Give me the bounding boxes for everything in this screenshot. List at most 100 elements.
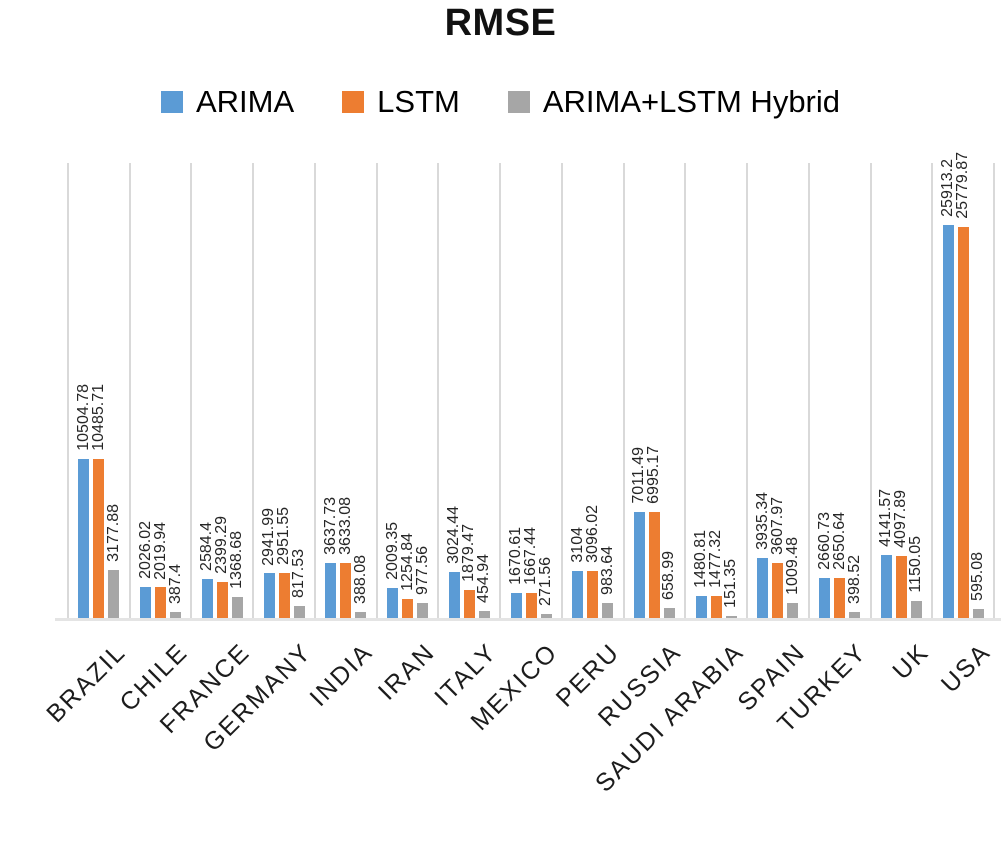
category-cell-italy: 3024.44 1879.47 454.94 <box>437 163 499 618</box>
bar-slot-lstm: 1667.44 <box>522 163 539 618</box>
legend-item-arima: ARIMA <box>160 84 295 120</box>
category-cell-turkey: 2660.73 2650.64 398.52 <box>807 163 870 618</box>
bar-slot-arima: 3637.73 <box>322 163 339 618</box>
bar-slot-hybrid: 271.56 <box>537 163 554 618</box>
bar-slot-arima: 3024.44 <box>445 163 462 618</box>
bar-group: 7011.49 6995.17 658.99 <box>625 163 685 618</box>
bar-group: 1480.81 1477.32 151.35 <box>686 163 746 618</box>
legend-item-lstm: LSTM <box>342 84 460 120</box>
bar-value-label: 151.35 <box>722 558 740 608</box>
bar-value-label: 387.4 <box>166 564 184 605</box>
category-cell-brazil: 10504.78 10485.71 3177.88 <box>67 163 129 618</box>
bar-arima-uk <box>880 555 892 618</box>
bar-lstm-india <box>340 562 352 618</box>
bar-slot-arima: 2584.4 <box>198 163 215 618</box>
x-tick-label-brazil: BRAZIL <box>41 638 132 729</box>
bar-lstm-uk <box>895 555 907 618</box>
bar-arima-saudi-arabia <box>695 595 707 618</box>
bar-slot-hybrid: 3177.88 <box>105 163 122 618</box>
bar-arima-usa <box>942 225 954 618</box>
bar-value-label: 25779.87 <box>954 152 972 219</box>
bar-arima-france <box>201 578 213 618</box>
bar-lstm-mexico <box>525 592 537 618</box>
category-cell-india: 3637.73 3633.08 388.08 <box>313 163 376 618</box>
x-tick-label-spain: SPAIN <box>732 638 811 717</box>
bar-hybrid-spain <box>787 602 799 618</box>
bar-arima-spain <box>757 558 769 618</box>
bar-hybrid-france <box>231 597 243 618</box>
bar-group: 3637.73 3633.08 388.08 <box>316 163 376 618</box>
bar-arima-iran <box>387 587 399 618</box>
category-cell-iran: 2009.35 1254.84 977.56 <box>375 163 438 618</box>
bar-group: 3024.44 1879.47 454.94 <box>439 163 499 618</box>
bar-slot-lstm: 2650.64 <box>831 163 848 618</box>
bar-group: 1670.61 1667.44 271.56 <box>501 163 561 618</box>
bar-slot-lstm: 6995.17 <box>645 163 662 618</box>
bar-slot-hybrid: 658.99 <box>660 163 677 618</box>
bar-slot-arima: 1480.81 <box>692 163 709 618</box>
bar-group: 3104 3096.02 983.64 <box>563 163 623 618</box>
bar-slot-hybrid: 454.94 <box>475 163 492 618</box>
bar-value-label: 388.08 <box>351 555 369 605</box>
bar-group: 2026.02 2019.94 387.4 <box>131 163 191 618</box>
bar-lstm-chile <box>155 587 167 618</box>
bar-arima-turkey <box>819 577 831 618</box>
bar-slot-lstm: 10485.71 <box>90 163 107 618</box>
bar-value-label: 595.08 <box>969 552 987 601</box>
category-cell-mexico: 1670.61 1667.44 271.56 <box>499 163 561 618</box>
bar-slot-lstm: 1477.32 <box>707 163 724 618</box>
x-tick-label-france: FRANCE <box>154 638 256 739</box>
bar-value-label: 6995.17 <box>645 446 663 504</box>
bar-slot-arima: 3104 <box>569 163 586 618</box>
bar-slot-lstm: 25779.87 <box>954 152 971 618</box>
bar-slot-hybrid: 817.53 <box>290 163 307 618</box>
bar-hybrid-usa <box>972 609 984 618</box>
bar-value-label: 817.53 <box>290 548 308 598</box>
bar-group: 2941.99 2951.55 817.53 <box>254 163 314 618</box>
chart-title: RMSE <box>444 2 557 44</box>
x-tick-label-usa: USA <box>935 638 996 699</box>
legend-label-hybrid: ARIMA+LSTM Hybrid <box>542 84 841 119</box>
x-tick-label-germany: GERMANY <box>197 638 317 758</box>
bar-hybrid-italy <box>478 611 490 618</box>
bar-value-label: 10485.71 <box>89 384 107 451</box>
bar-lstm-iran <box>402 599 414 618</box>
legend-item-hybrid: ARIMA+LSTM Hybrid <box>507 84 841 120</box>
bar-slot-lstm: 3607.97 <box>769 163 786 618</box>
arima-swatch-icon <box>160 91 183 113</box>
category-cell-usa: 25913.2 25779.87 595.08 <box>931 152 993 618</box>
bar-group: 4141.57 4097.89 1150.05 <box>872 163 932 618</box>
bar-slot-lstm: 2399.29 <box>213 163 230 618</box>
bar-hybrid-saudi-arabia <box>725 615 737 618</box>
bar-lstm-brazil <box>93 459 105 618</box>
bar-slot-arima: 4141.57 <box>877 163 894 618</box>
bar-hybrid-chile <box>170 612 182 618</box>
category-cell-saudi-arabia: 1480.81 1477.32 151.35 <box>684 163 746 618</box>
bar-group: 2584.4 2399.29 1368.68 <box>192 163 252 618</box>
bar-arima-india <box>325 562 337 618</box>
x-tick-label-mexico: MEXICO <box>465 638 564 737</box>
bar-value-label: 398.52 <box>845 555 863 604</box>
bar-slot-arima: 25913.2 <box>939 159 956 618</box>
legend: ARIMA LSTM ARIMA+LSTM Hybrid <box>0 84 1001 120</box>
category-cell-russia: 7011.49 6995.17 658.99 <box>622 163 685 618</box>
legend-label-lstm: LSTM <box>377 84 460 119</box>
bar-arima-germany <box>263 573 275 618</box>
bar-slot-arima: 2660.73 <box>816 163 833 618</box>
bar-slot-hybrid: 1150.05 <box>907 163 924 618</box>
category-cell-spain: 3935.34 3607.97 1009.48 <box>746 163 808 618</box>
bar-slot-hybrid: 983.64 <box>599 163 616 618</box>
legend-label-arima: ARIMA <box>195 84 295 119</box>
bar-slot-lstm: 2019.94 <box>152 163 169 618</box>
bar-hybrid-germany <box>293 605 305 618</box>
x-tick-label-iran: IRAN <box>372 638 441 706</box>
bar-hybrid-mexico <box>540 613 552 618</box>
bar-arima-brazil <box>78 458 90 618</box>
bar-lstm-turkey <box>834 577 846 618</box>
bar-hybrid-turkey <box>849 612 861 618</box>
bar-value-label: 271.56 <box>537 556 554 606</box>
bar-slot-arima: 2941.99 <box>260 163 277 618</box>
bar-arima-chile <box>140 587 152 618</box>
lstm-swatch-icon <box>342 91 365 113</box>
bar-hybrid-peru <box>602 603 614 618</box>
